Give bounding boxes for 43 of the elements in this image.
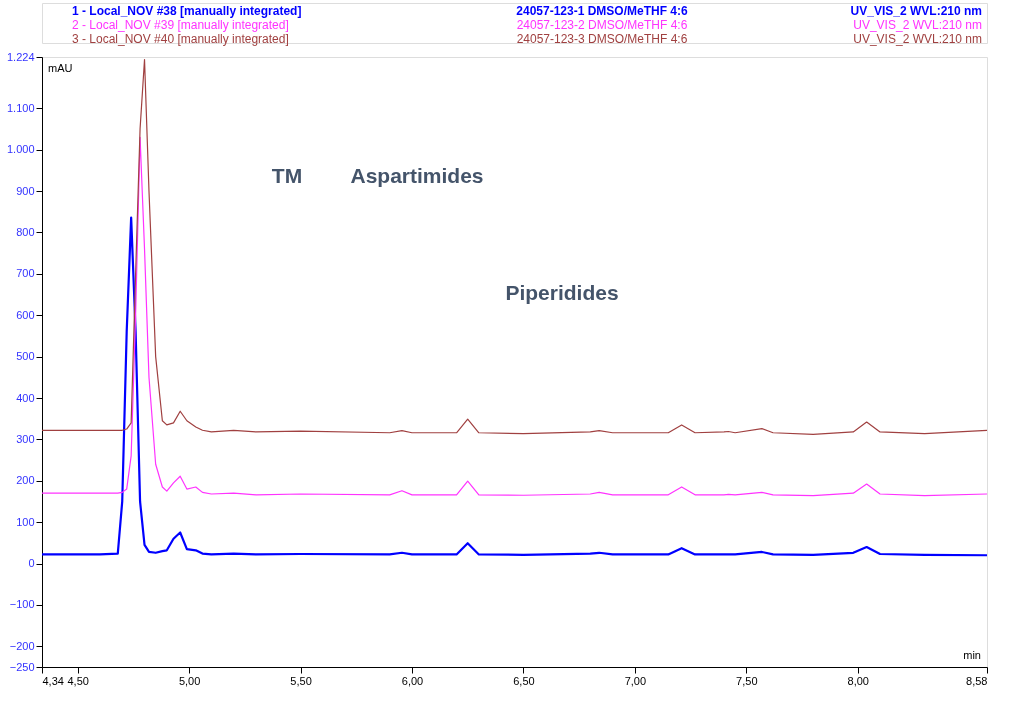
text: 2 - Local_NOV #39 [manually integrated] [72,18,289,32]
y-tick-label: 600 [16,308,35,321]
y-tick-label: 200 [16,474,35,487]
y-tick-label: 900 [16,184,35,197]
y-tick-label: −100 [9,598,35,611]
y-tick-label: 1.100 [6,101,35,114]
annotation: TM [271,164,303,187]
line-series [42,136,987,497]
text: 1 - Local_NOV #38 [manually integrated] [72,4,302,18]
text: UV_VIS_2 WVL:210 nm [853,32,982,46]
y-tick-label: 400 [16,391,35,404]
y-tick-label: −200 [9,639,35,652]
x-axis-title: min [963,649,981,661]
text: 24057-123-1 DMSO/MeTHF 4:6 [516,4,689,18]
x-tick-label: 5,50 [290,674,312,687]
y-tick-label: 0 [28,557,35,570]
text: UV_VIS_2 WVL:210 nm [850,4,982,18]
y-tick-label: 700 [16,267,35,280]
x-tick-label: 5,00 [178,674,201,687]
x-tick-label: 8,00 [847,674,869,687]
annotation: Piperidides [505,281,619,304]
text: 24057-123-2 DMSO/MeTHF 4:6 [516,18,688,32]
y-tick-label: 1.000 [6,143,35,156]
text: UV_VIS_2 WVL:210 nm [853,18,982,32]
y-tick-label: −250 [9,660,35,673]
y-tick-label: 800 [16,225,35,238]
y-axis-title: mAU [48,62,73,74]
text: 24057-123-3 DMSO/MeTHF 4:6 [516,32,688,46]
x-tick-label: 4,34 [42,674,64,687]
y-tick-label: 500 [16,350,35,363]
y-tick-label: 100 [16,515,35,528]
line-series [42,58,987,436]
y-tick-label: 300 [16,432,35,445]
x-tick-label: 7,50 [736,674,758,687]
x-tick-label: 7,00 [624,674,647,687]
x-tick-label: 6,00 [401,674,424,687]
line-series [42,216,987,557]
x-tick-label: 8,58 [966,674,988,687]
x-tick-label: 4,50 [67,674,89,687]
y-tick-label: 1.224 [6,50,35,63]
annotation: Aspartimides [350,164,484,187]
x-tick-label: 6,50 [513,674,535,687]
text: 3 - Local_NOV #40 [manually integrated] [72,32,289,46]
